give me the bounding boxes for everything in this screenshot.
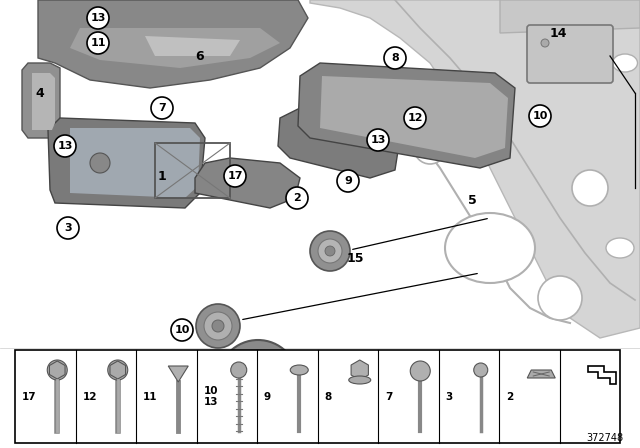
Text: 8: 8 xyxy=(324,392,332,401)
Text: 17: 17 xyxy=(227,171,243,181)
Circle shape xyxy=(474,363,488,377)
Ellipse shape xyxy=(606,238,634,258)
Circle shape xyxy=(57,217,79,239)
Circle shape xyxy=(384,47,406,69)
Circle shape xyxy=(529,105,551,127)
Text: 7: 7 xyxy=(385,392,392,401)
Text: 12: 12 xyxy=(83,392,97,401)
Text: 9: 9 xyxy=(344,176,352,186)
Text: 10: 10 xyxy=(532,111,548,121)
Text: 10
13: 10 13 xyxy=(204,386,218,407)
Circle shape xyxy=(151,97,173,119)
Text: 17: 17 xyxy=(22,392,36,401)
Polygon shape xyxy=(49,361,65,379)
Circle shape xyxy=(87,7,109,29)
Circle shape xyxy=(218,340,298,420)
Circle shape xyxy=(538,276,582,320)
Text: 3: 3 xyxy=(445,392,452,401)
Circle shape xyxy=(224,165,246,187)
Text: 372748: 372748 xyxy=(586,433,623,443)
Ellipse shape xyxy=(445,213,535,283)
Polygon shape xyxy=(168,366,188,382)
Circle shape xyxy=(404,107,426,129)
Text: 6: 6 xyxy=(196,49,204,63)
Circle shape xyxy=(318,239,342,263)
Ellipse shape xyxy=(612,54,637,72)
Polygon shape xyxy=(145,36,240,56)
Text: 5: 5 xyxy=(468,194,476,207)
Text: 15: 15 xyxy=(346,251,364,264)
Ellipse shape xyxy=(349,376,371,384)
Circle shape xyxy=(54,135,76,157)
Polygon shape xyxy=(278,108,400,178)
Text: 3: 3 xyxy=(64,223,72,233)
Circle shape xyxy=(410,361,430,381)
Polygon shape xyxy=(48,118,205,208)
Text: 13: 13 xyxy=(90,13,106,23)
Circle shape xyxy=(90,153,110,173)
Bar xyxy=(15,350,620,443)
FancyBboxPatch shape xyxy=(527,25,613,83)
Circle shape xyxy=(196,304,240,348)
Circle shape xyxy=(414,132,446,164)
Polygon shape xyxy=(298,63,515,168)
Ellipse shape xyxy=(291,365,308,375)
Text: 11: 11 xyxy=(90,38,106,48)
Text: 13: 13 xyxy=(58,141,73,151)
Text: 12: 12 xyxy=(407,113,423,123)
Text: 2: 2 xyxy=(293,193,301,203)
Bar xyxy=(155,143,230,198)
Circle shape xyxy=(325,246,335,256)
Circle shape xyxy=(212,320,224,332)
Circle shape xyxy=(87,32,109,54)
Polygon shape xyxy=(310,0,640,338)
Text: 11: 11 xyxy=(143,392,157,401)
Circle shape xyxy=(271,393,279,401)
Polygon shape xyxy=(70,128,200,198)
Polygon shape xyxy=(500,0,640,33)
Circle shape xyxy=(337,170,359,192)
Circle shape xyxy=(541,39,549,47)
Polygon shape xyxy=(351,360,369,380)
Text: 8: 8 xyxy=(391,53,399,63)
Circle shape xyxy=(271,359,279,367)
Text: 16: 16 xyxy=(250,422,267,435)
Text: 13: 13 xyxy=(371,135,386,145)
Text: 4: 4 xyxy=(36,86,44,99)
Text: 1: 1 xyxy=(157,169,166,182)
Polygon shape xyxy=(38,0,308,88)
Text: 14: 14 xyxy=(549,26,567,39)
Text: 7: 7 xyxy=(158,103,166,113)
Polygon shape xyxy=(32,73,55,130)
Polygon shape xyxy=(527,370,556,378)
Text: 9: 9 xyxy=(264,392,271,401)
Polygon shape xyxy=(70,28,280,68)
Circle shape xyxy=(171,319,193,341)
Circle shape xyxy=(310,231,350,271)
Circle shape xyxy=(286,187,308,209)
Circle shape xyxy=(237,359,245,367)
Polygon shape xyxy=(195,158,300,208)
Circle shape xyxy=(47,360,67,380)
Polygon shape xyxy=(22,63,60,138)
Circle shape xyxy=(108,360,128,380)
Polygon shape xyxy=(588,366,616,384)
Circle shape xyxy=(367,129,389,151)
Circle shape xyxy=(204,312,232,340)
Circle shape xyxy=(237,393,245,401)
Circle shape xyxy=(240,362,276,398)
Circle shape xyxy=(228,350,288,410)
Circle shape xyxy=(572,170,608,206)
Polygon shape xyxy=(320,76,508,158)
Text: 10: 10 xyxy=(174,325,189,335)
Circle shape xyxy=(231,362,247,378)
Text: 2: 2 xyxy=(506,392,513,401)
Polygon shape xyxy=(110,361,125,379)
